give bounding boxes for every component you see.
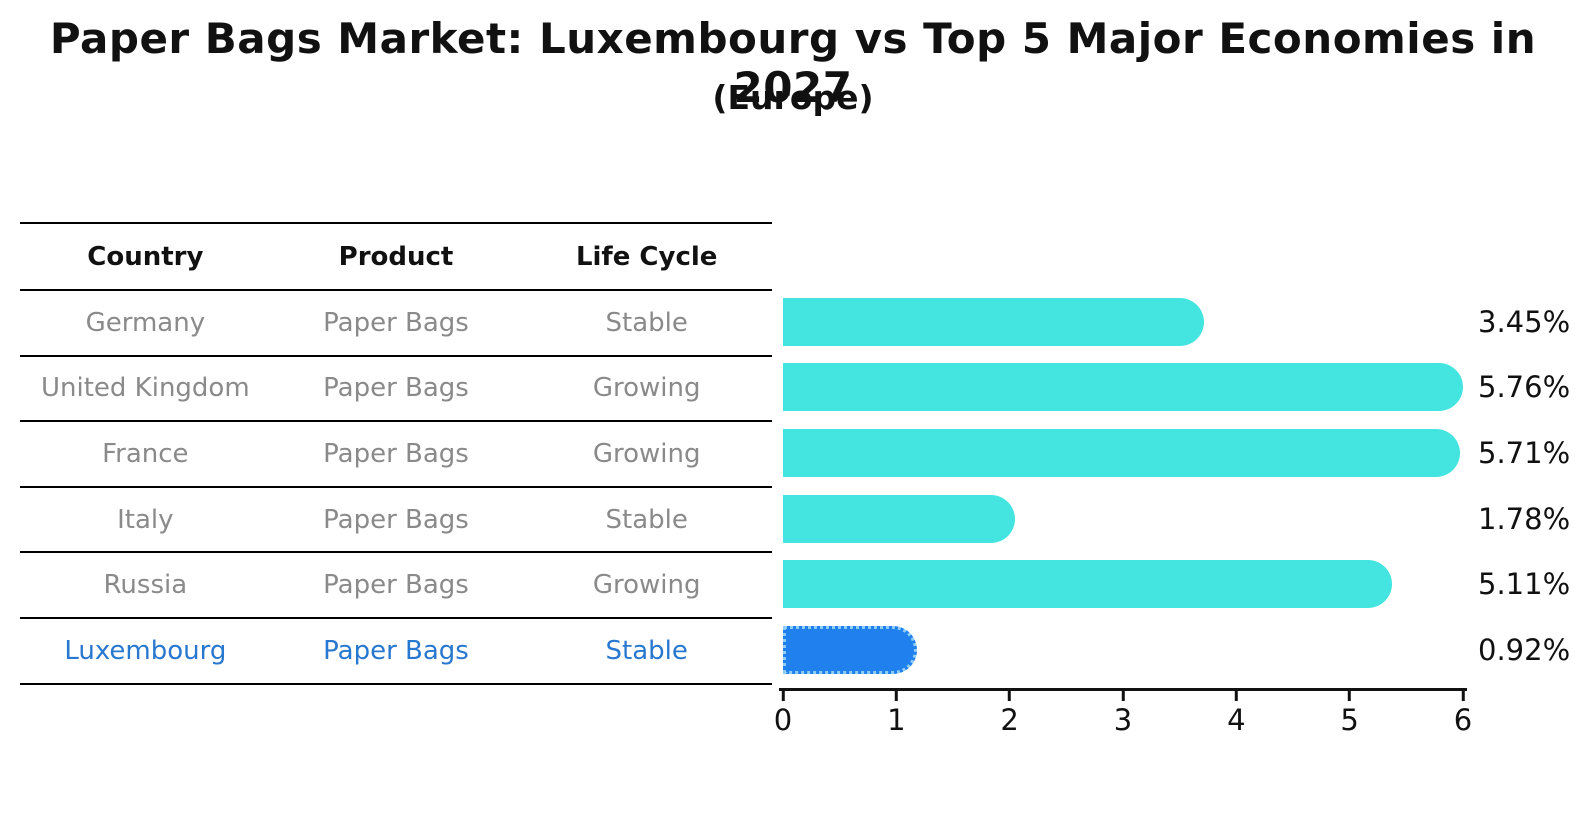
bar-russia bbox=[783, 560, 1393, 609]
cell-country: Luxembourg bbox=[64, 635, 227, 666]
cell-product: Paper Bags bbox=[323, 570, 469, 601]
bar-luxembourg bbox=[783, 625, 918, 674]
cell-product: Paper Bags bbox=[323, 307, 469, 338]
cell-life-cycle: Growing bbox=[592, 438, 701, 469]
x-axis: 0 1 2 3 4 5 6 bbox=[774, 688, 1472, 748]
cell-product: Paper Bags bbox=[323, 504, 469, 535]
bar-germany bbox=[783, 297, 1204, 346]
cell-product: Paper Bags bbox=[323, 635, 469, 666]
cell-life-cycle: Stable bbox=[605, 635, 688, 666]
country-table: Country Product Life Cycle Germany Paper… bbox=[20, 222, 772, 685]
column-header-product: Product bbox=[338, 241, 454, 272]
value-label-france: 5.71% bbox=[1478, 435, 1571, 470]
table-row-luxembourg: Luxembourg Paper Bags Stable bbox=[20, 619, 772, 685]
cell-country: United Kingdom bbox=[40, 373, 250, 404]
chart-subtitle: (Europe) bbox=[712, 78, 874, 117]
x-tick-1: 1 bbox=[887, 691, 906, 737]
x-tick-label: 4 bbox=[1227, 703, 1246, 737]
bar-row-germany bbox=[783, 289, 1463, 355]
x-tick-2: 2 bbox=[1000, 691, 1019, 737]
x-tick-6: 6 bbox=[1454, 691, 1472, 737]
value-label-luxembourg: 0.92% bbox=[1478, 632, 1571, 667]
table-row-russia: Russia Paper Bags Growing bbox=[20, 553, 772, 619]
table-row-france: France Paper Bags Growing bbox=[20, 422, 772, 488]
bar-row-france bbox=[783, 420, 1463, 486]
value-label-italy: 1.78% bbox=[1478, 501, 1571, 536]
x-tick-mark bbox=[1234, 691, 1238, 701]
x-tick-label: 2 bbox=[1000, 703, 1019, 737]
bar-row-united-kingdom bbox=[783, 355, 1463, 421]
bar-row-luxembourg bbox=[783, 617, 1463, 683]
cell-country: Italy bbox=[117, 504, 174, 535]
bar-plot-area bbox=[783, 289, 1463, 683]
column-header-life-cycle: Life Cycle bbox=[575, 241, 718, 272]
table-row-united-kingdom: United Kingdom Paper Bags Growing bbox=[20, 357, 772, 423]
cell-life-cycle: Growing bbox=[592, 570, 701, 601]
cell-product: Paper Bags bbox=[323, 438, 469, 469]
x-tick-mark bbox=[1008, 691, 1012, 701]
bar-united-kingdom bbox=[783, 363, 1463, 412]
cell-life-cycle: Stable bbox=[605, 307, 688, 338]
cell-life-cycle: Growing bbox=[592, 373, 701, 404]
x-axis-line bbox=[779, 688, 1467, 691]
table-row-germany: Germany Paper Bags Stable bbox=[20, 291, 772, 357]
x-tick-3: 3 bbox=[1114, 691, 1132, 737]
column-header-country: Country bbox=[87, 241, 204, 272]
cell-country: Germany bbox=[85, 307, 206, 338]
x-tick-mark bbox=[1121, 691, 1125, 701]
x-tick-label: 1 bbox=[887, 703, 906, 737]
x-tick-mark bbox=[1461, 691, 1465, 701]
table-row-italy: Italy Paper Bags Stable bbox=[20, 488, 772, 554]
cell-country: Russia bbox=[103, 570, 188, 601]
x-tick-label: 3 bbox=[1113, 703, 1133, 737]
x-tick-0: 0 bbox=[774, 691, 792, 737]
x-tick-label: 0 bbox=[773, 703, 793, 737]
bar-row-russia bbox=[783, 551, 1463, 617]
chart-title: Paper Bags Market: Luxembourg vs Top 5 M… bbox=[49, 14, 1537, 112]
x-tick-5: 5 bbox=[1340, 691, 1359, 737]
x-tick-mark bbox=[1348, 691, 1352, 701]
table-header-row: Country Product Life Cycle bbox=[20, 224, 772, 291]
cell-country: France bbox=[102, 438, 189, 469]
bar-row-italy bbox=[783, 486, 1463, 552]
value-label-column: 3.45% 5.76% 5.71% 1.78% 5.11% 0.92% bbox=[1478, 289, 1586, 683]
cell-product: Paper Bags bbox=[323, 373, 469, 404]
x-tick-mark bbox=[781, 691, 785, 701]
x-tick-mark bbox=[894, 691, 898, 701]
value-label-russia: 5.11% bbox=[1478, 567, 1571, 602]
x-tick-label: 6 bbox=[1453, 703, 1473, 737]
bar-france bbox=[783, 428, 1461, 477]
cell-life-cycle: Stable bbox=[605, 504, 688, 535]
x-tick-label: 5 bbox=[1340, 703, 1359, 737]
x-tick-4: 4 bbox=[1227, 691, 1246, 737]
value-label-germany: 3.45% bbox=[1478, 304, 1571, 339]
value-label-united-kingdom: 5.76% bbox=[1478, 370, 1571, 405]
bar-italy bbox=[783, 494, 1015, 543]
